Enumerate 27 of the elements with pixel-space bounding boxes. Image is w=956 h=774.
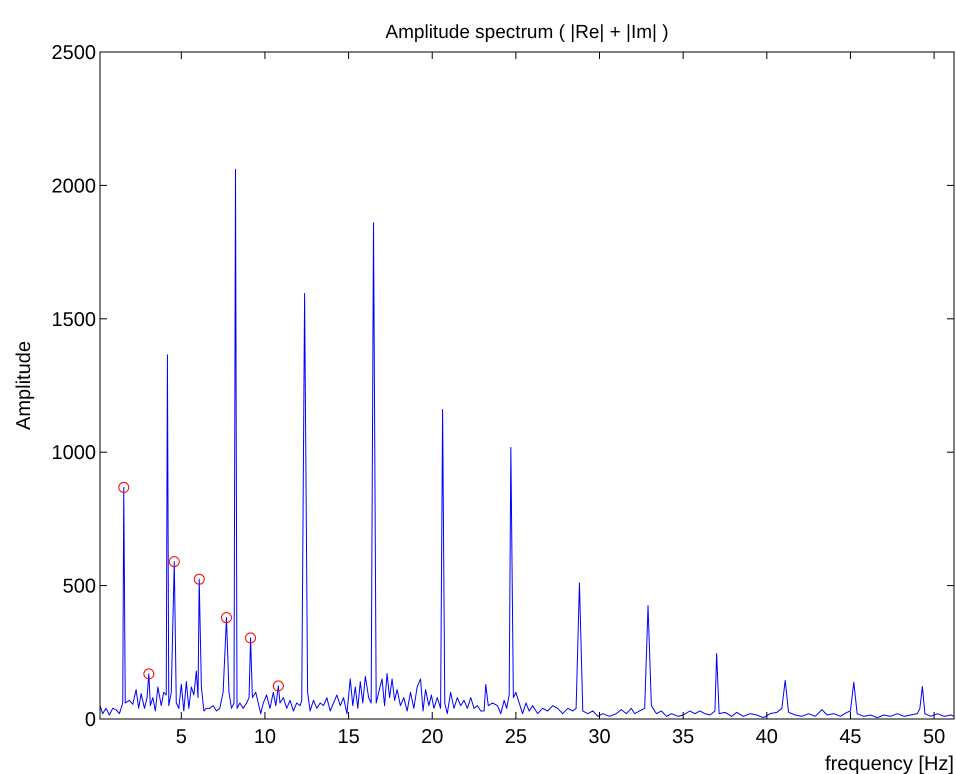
- line-series: [100, 168, 954, 718]
- point: [220, 612, 232, 624]
- x-tick-label: 30: [588, 726, 611, 748]
- y-tick-label: 2000: [52, 175, 96, 198]
- x-tick-label: 20: [421, 726, 444, 748]
- chart-title: Amplitude spectrum ( |Re| + |Im| ): [385, 22, 669, 43]
- y-tick-label: 1000: [52, 442, 96, 464]
- x-tick-label: 10: [254, 726, 276, 748]
- y-tick-label: 2500: [52, 42, 96, 64]
- point: [118, 482, 130, 493]
- x-tick-label: 35: [672, 726, 694, 748]
- point: [194, 574, 205, 585]
- y-tick-label: 0: [84, 709, 96, 731]
- y-tick-label: 500: [62, 576, 96, 598]
- y-axis-title: Amplitude: [13, 341, 35, 430]
- point: [245, 632, 256, 644]
- point: [168, 556, 180, 568]
- y-tick-label: 1500: [52, 308, 96, 331]
- x-tick-label: 25: [504, 726, 527, 748]
- x-axis-title: frequency [Hz]: [825, 753, 954, 774]
- x-tick-label: 40: [756, 726, 778, 748]
- x-tick-label: 45: [839, 726, 862, 748]
- x-tick-label: 50: [922, 726, 946, 748]
- point: [143, 668, 154, 680]
- x-tick-label: 15: [337, 726, 360, 748]
- x-tick-label: 5: [176, 726, 187, 748]
- point: [272, 680, 284, 692]
